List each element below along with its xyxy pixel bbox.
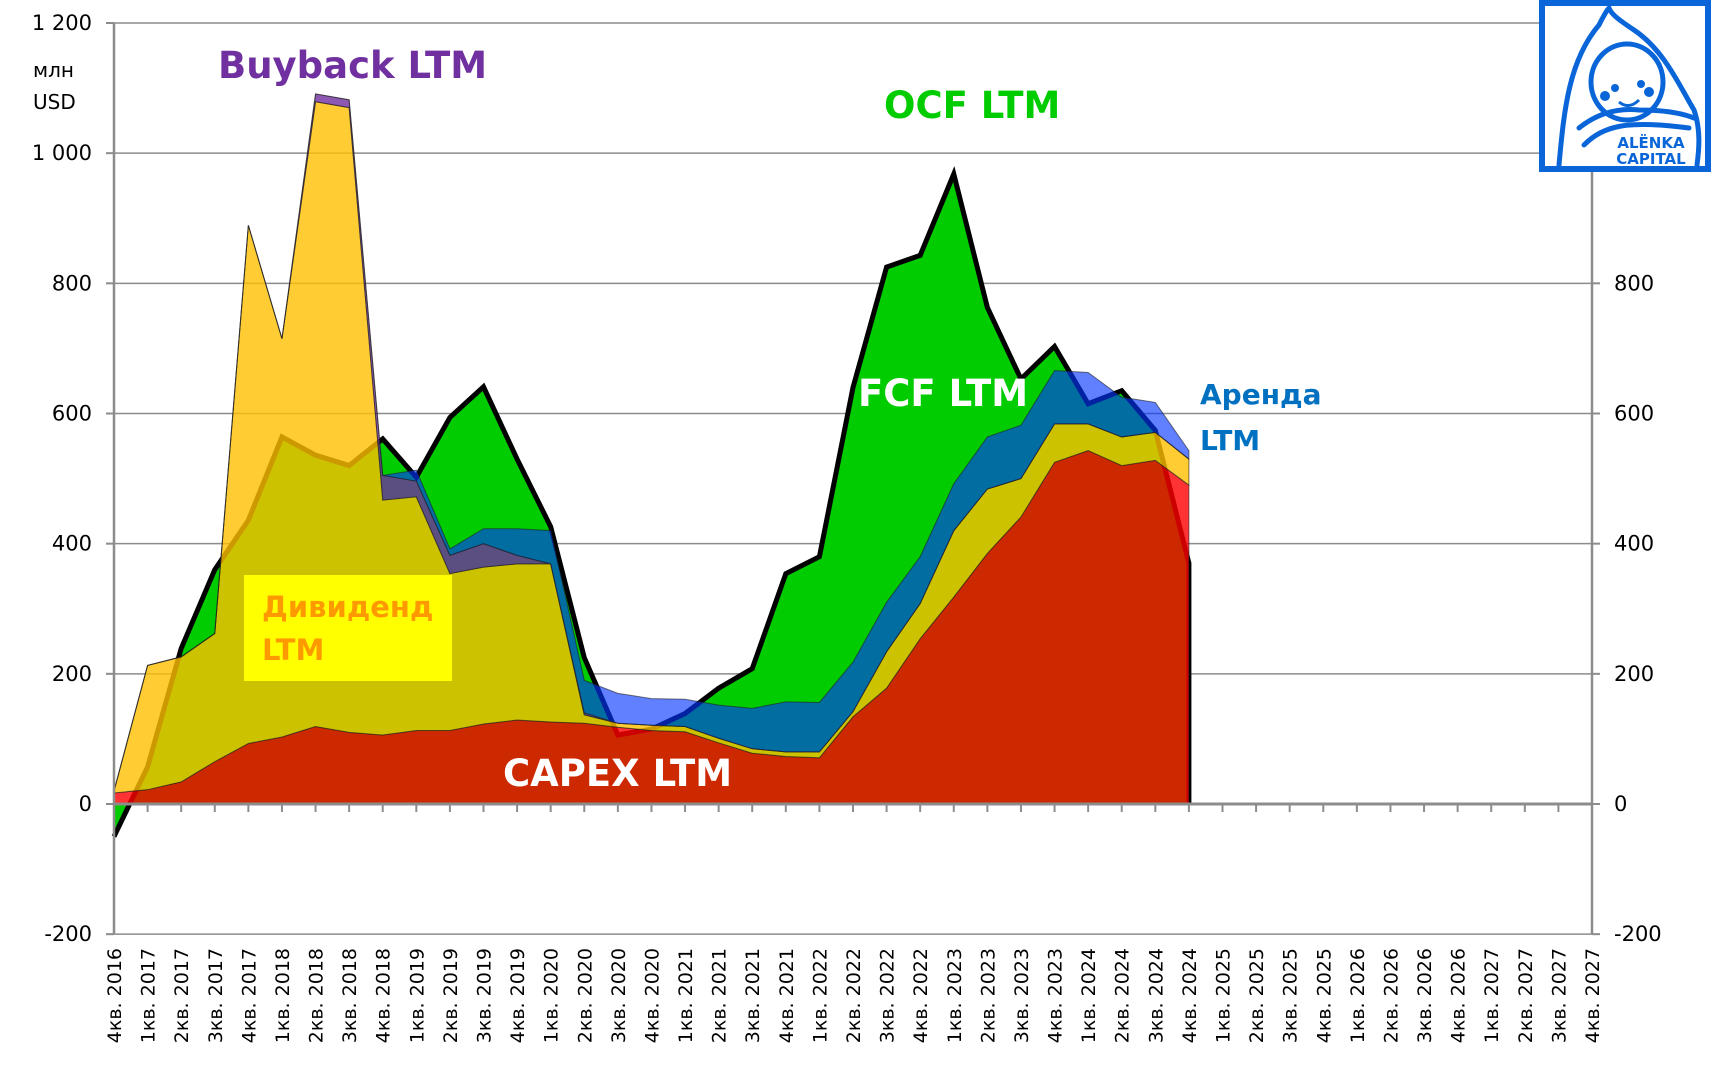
y-tick-label-left: 600: [52, 402, 92, 426]
x-tick-label: 1кв. 2019: [406, 948, 428, 1043]
x-tick-label: 4кв. 2025: [1313, 948, 1335, 1043]
x-tick-label: 2кв. 2017: [171, 948, 193, 1043]
area-lease: [113, 93, 1190, 792]
x-tick-label: 2кв. 2027: [1515, 948, 1537, 1043]
dividend-label-line2: LTM: [262, 633, 325, 667]
x-tick-label: 1кв. 2026: [1347, 948, 1369, 1043]
x-tick-label: 1кв. 2025: [1213, 948, 1235, 1043]
x-tick-label: 4кв. 2016: [104, 948, 126, 1043]
svg-text:CAPITAL: CAPITAL: [1616, 150, 1686, 168]
y-tick-label-right: 600: [1614, 402, 1654, 426]
ocf-label: OCF LTM: [884, 84, 1061, 127]
y-tick-label-left: -200: [44, 922, 92, 946]
buyback-label: Buyback LTM: [218, 44, 488, 87]
x-tick-label: 4кв. 2021: [776, 948, 798, 1043]
y-tick-label-left: 1 000: [32, 141, 92, 165]
y-tick-label-left: 0: [79, 792, 92, 816]
x-tick-label: 1кв. 2022: [809, 948, 831, 1043]
y-unit-line1: млн: [33, 58, 74, 82]
x-tick-label: 3кв. 2021: [742, 948, 764, 1043]
y-tick-label-right: 800: [1614, 271, 1654, 295]
x-tick-label: 4кв. 2020: [641, 948, 663, 1043]
x-tick-label: 4кв. 2022: [910, 948, 932, 1043]
x-tick-label: 2кв. 2019: [440, 948, 462, 1043]
y-tick-label-right: 0: [1614, 792, 1627, 816]
y-tick-label-left: 1 200: [32, 11, 92, 35]
x-tick-label: 1кв. 2027: [1481, 948, 1503, 1043]
x-tick-label: 3кв. 2017: [205, 948, 227, 1043]
y-tick-label-left: 400: [52, 532, 92, 556]
x-tick-label: 4кв. 2023: [1045, 948, 1067, 1043]
x-tick-label: 2кв. 2021: [709, 948, 731, 1043]
x-tick-label: 2кв. 2018: [306, 948, 328, 1043]
x-tick-label: 3кв. 2023: [1011, 948, 1033, 1043]
alenka-capital-logo: ALЁNKA CAPITAL: [1539, 0, 1711, 172]
x-tick-label: 2кв. 2023: [977, 948, 999, 1043]
x-tick-label: 4кв. 2024: [1179, 948, 1201, 1043]
dividend-label-box: [244, 575, 452, 681]
x-tick-label: 3кв. 2020: [608, 948, 630, 1043]
x-tick-label: 1кв. 2021: [675, 948, 697, 1043]
x-tick-label: 3кв. 2025: [1280, 948, 1302, 1043]
x-tick-label: 3кв. 2026: [1414, 948, 1436, 1043]
x-tick-label: 3кв. 2018: [339, 948, 361, 1043]
x-tick-label: 2кв. 2020: [574, 948, 596, 1043]
x-tick-label: 1кв. 2018: [272, 948, 294, 1043]
fcf-label: FCF LTM: [858, 372, 1029, 415]
y-unit-line2: USD: [33, 90, 76, 114]
svg-text:ALЁNKA: ALЁNKA: [1617, 133, 1685, 152]
x-tick-label: 4кв. 2018: [373, 948, 395, 1043]
lease-label-line2: LTM: [1200, 424, 1261, 457]
x-tick-label: 2кв. 2024: [1112, 948, 1134, 1043]
x-tick-label: 4кв. 2027: [1582, 948, 1604, 1043]
x-tick-label: 3кв. 2027: [1548, 948, 1570, 1043]
y-tick-label-right: 400: [1614, 532, 1654, 556]
x-tick-label: 1кв. 2024: [1078, 948, 1100, 1043]
y-tick-label-right: 200: [1614, 662, 1654, 686]
x-tick-label: 3кв. 2019: [474, 948, 496, 1043]
x-tick-label: 4кв. 2026: [1448, 948, 1470, 1043]
dividend-label-line1: Дивиденд: [262, 590, 434, 624]
y-tick-label-right: -200: [1614, 922, 1662, 946]
x-tick-label: 1кв. 2017: [138, 948, 160, 1043]
x-tick-label: 3кв. 2024: [1145, 948, 1167, 1043]
x-tick-label: 1кв. 2020: [541, 948, 563, 1043]
x-tick-label: 3кв. 2022: [877, 948, 899, 1043]
y-tick-label-left: 800: [52, 271, 92, 295]
x-tick-label: 1кв. 2023: [944, 948, 966, 1043]
x-tick-label: 2кв. 2026: [1380, 948, 1402, 1043]
capex-label: CAPEX LTM: [503, 752, 733, 795]
x-tick-label: 4кв. 2019: [507, 948, 529, 1043]
y-tick-label-left: 200: [52, 662, 92, 686]
x-tick-label: 2кв. 2022: [843, 948, 865, 1043]
x-tick-label: 2кв. 2025: [1246, 948, 1268, 1043]
x-tick-label: 4кв. 2017: [238, 948, 260, 1043]
lease-label-line1: Аренда: [1200, 378, 1322, 411]
